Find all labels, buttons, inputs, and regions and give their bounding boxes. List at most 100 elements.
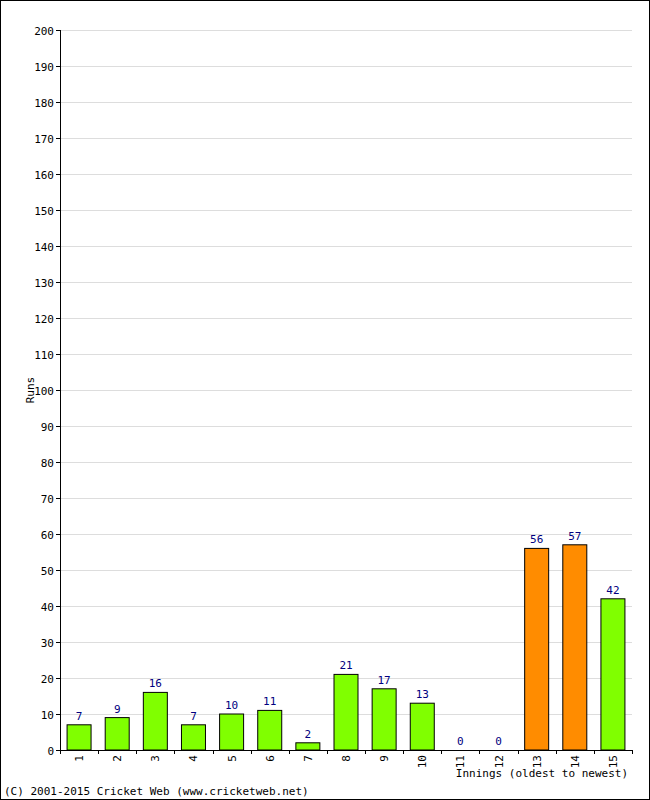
- x-tick-label: 5: [226, 755, 239, 762]
- y-tick-label: 130: [34, 277, 54, 290]
- x-tick-label: 4: [187, 755, 200, 762]
- y-tick: [56, 534, 60, 535]
- x-tick: [251, 750, 252, 754]
- data-label: 7: [76, 710, 83, 723]
- y-tick: [56, 282, 60, 283]
- y-tick: [56, 426, 60, 427]
- grid-line: [60, 462, 632, 463]
- y-tick: [56, 174, 60, 175]
- y-tick-label: 0: [47, 745, 54, 758]
- x-tick: [441, 750, 442, 754]
- data-label: 13: [416, 688, 429, 701]
- bar: [563, 545, 587, 750]
- x-tick: [136, 750, 137, 754]
- y-tick: [56, 354, 60, 355]
- y-tick-label: 50: [41, 565, 54, 578]
- y-tick-label: 110: [34, 349, 54, 362]
- x-tick: [60, 750, 61, 754]
- y-tick-label: 170: [34, 133, 54, 146]
- bar: [372, 689, 396, 750]
- bar: [220, 714, 244, 750]
- grid-line: [60, 102, 632, 103]
- y-tick-label: 120: [34, 313, 54, 326]
- y-tick: [56, 570, 60, 571]
- data-label: 11: [263, 695, 276, 708]
- grid-line: [60, 282, 632, 283]
- bar: [525, 548, 549, 750]
- x-tick-label: 9: [378, 755, 391, 762]
- grid-line: [60, 354, 632, 355]
- x-tick: [594, 750, 595, 754]
- x-tick: [365, 750, 366, 754]
- data-label: 17: [378, 674, 391, 687]
- annotation: (C) 2001-2015 Cricket Web (www.cricketwe…: [4, 785, 309, 798]
- grid-line: [60, 426, 632, 427]
- grid-line: [60, 498, 632, 499]
- y-tick: [56, 30, 60, 31]
- y-tick: [56, 102, 60, 103]
- x-tick: [289, 750, 290, 754]
- y-tick: [56, 138, 60, 139]
- y-axis-title: Runs: [24, 377, 37, 404]
- y-tick: [56, 606, 60, 607]
- y-tick-label: 200: [34, 25, 54, 38]
- y-tick: [56, 66, 60, 67]
- bar: [601, 599, 625, 750]
- y-tick-label: 150: [34, 205, 54, 218]
- x-tick-label: 6: [264, 755, 277, 762]
- y-axis: [60, 30, 61, 750]
- chart-container: 0102030405060708090100110120130140150160…: [0, 0, 650, 800]
- data-label: 56: [530, 533, 543, 546]
- x-axis-title: Innings (oldest to newest): [456, 767, 628, 780]
- y-tick-label: 10: [41, 709, 54, 722]
- data-label: 0: [495, 735, 502, 748]
- y-tick-label: 140: [34, 241, 54, 254]
- y-tick-label: 190: [34, 61, 54, 74]
- bar: [487, 750, 511, 751]
- frame: [1, 1, 650, 800]
- y-tick-label: 160: [34, 169, 54, 182]
- bar: [334, 674, 358, 750]
- y-tick: [56, 750, 60, 751]
- grid-line: [60, 174, 632, 175]
- x-tick-label: 8: [340, 755, 353, 762]
- x-tick: [213, 750, 214, 754]
- x-tick: [403, 750, 404, 754]
- y-tick: [56, 678, 60, 679]
- y-tick-label: 30: [41, 637, 54, 650]
- data-label: 10: [225, 699, 238, 712]
- grid-line: [60, 138, 632, 139]
- bar: [105, 718, 129, 750]
- y-tick-label: 70: [41, 493, 54, 506]
- grid-line: [60, 534, 632, 535]
- y-tick-label: 20: [41, 673, 54, 686]
- x-axis: [60, 750, 632, 751]
- x-tick-label: 3: [149, 755, 162, 762]
- data-label: 16: [149, 677, 162, 690]
- y-tick-label: 80: [41, 457, 54, 470]
- data-label: 9: [114, 703, 121, 716]
- grid-line: [60, 246, 632, 247]
- y-tick: [56, 714, 60, 715]
- y-tick: [56, 390, 60, 391]
- y-tick: [56, 462, 60, 463]
- bar: [67, 725, 91, 750]
- grid-line: [60, 66, 632, 67]
- x-tick: [98, 750, 99, 754]
- y-tick: [56, 246, 60, 247]
- x-tick-label: 7: [302, 755, 315, 762]
- bar: [143, 692, 167, 750]
- x-tick: [174, 750, 175, 754]
- grid-line: [60, 318, 632, 319]
- y-tick: [56, 498, 60, 499]
- y-tick-label: 60: [41, 529, 54, 542]
- data-label: 21: [339, 659, 352, 672]
- y-tick-label: 100: [34, 385, 54, 398]
- bar: [181, 725, 205, 750]
- y-tick: [56, 642, 60, 643]
- data-label: 7: [190, 710, 197, 723]
- x-tick-label: 1: [73, 755, 86, 762]
- x-tick-label: 2: [111, 755, 124, 762]
- grid-line: [60, 30, 632, 31]
- y-tick: [56, 210, 60, 211]
